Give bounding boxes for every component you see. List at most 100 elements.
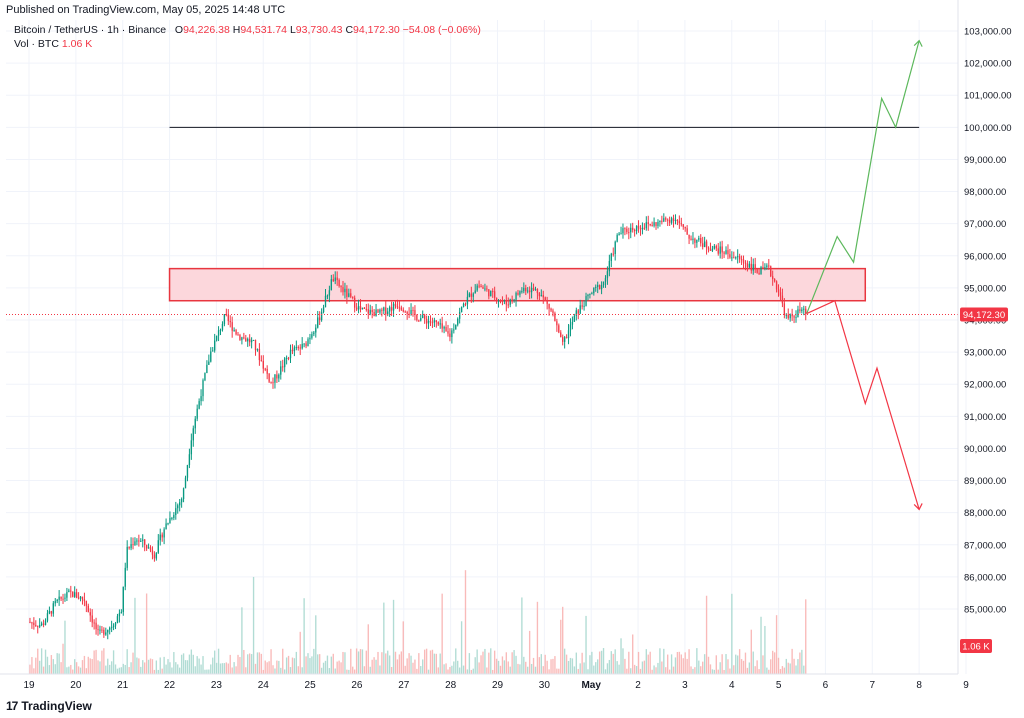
volume-bars [29, 570, 807, 674]
candle-body [60, 596, 62, 599]
volume-bar [676, 651, 679, 674]
symbol-legend[interactable]: Bitcoin / TetherUS · 1h · Binance O94,22… [14, 24, 481, 36]
candle-body [404, 311, 406, 313]
volume-bar [124, 664, 126, 674]
volume-bar [462, 665, 465, 674]
volume-bar [72, 669, 74, 674]
volume-bar [416, 668, 418, 674]
price-tick-label: 101,000.00 [964, 91, 1012, 102]
volume-bar [54, 664, 56, 674]
volume-bar [670, 654, 673, 674]
symbol-title: Bitcoin / TetherUS · 1h · Binance [14, 24, 167, 36]
volume-bar [340, 662, 342, 674]
candle-body [227, 314, 229, 322]
volume-bar [641, 661, 644, 674]
volume-bar [266, 662, 268, 674]
candle-body [355, 307, 358, 310]
volume-bar [353, 669, 356, 674]
candle-body [431, 322, 434, 324]
volume-bar [593, 665, 595, 674]
volume-bar [610, 651, 612, 674]
candle-body [336, 277, 338, 281]
time-tick-label: 20 [70, 680, 82, 691]
bearish-projection-path [806, 299, 920, 510]
candle-body [678, 220, 681, 224]
volume-bar [674, 657, 677, 674]
chart-grid [6, 20, 967, 674]
volume-bar [173, 652, 175, 674]
candle-body [614, 241, 616, 254]
candle-body [385, 307, 387, 315]
volume-bar [262, 669, 264, 674]
candle-body [344, 288, 346, 293]
volume-bar [213, 650, 216, 674]
price-tick-label: 102,000.00 [964, 59, 1012, 70]
candle-body [204, 373, 206, 381]
volume-bar [99, 661, 101, 674]
candle-body [46, 613, 49, 621]
published-note: Published on TradingView.com, May 05, 20… [6, 4, 286, 16]
volume-bar [219, 663, 222, 674]
candle-body [635, 225, 638, 232]
candle-body [645, 222, 647, 229]
candle-body [270, 381, 272, 383]
volume-bar [781, 666, 784, 674]
volume-bar [163, 656, 165, 674]
volume-bar [126, 649, 128, 674]
volume-bar [177, 664, 179, 674]
volume-bar [620, 638, 622, 674]
volume-bar [703, 654, 706, 674]
volume-bar [711, 669, 714, 674]
candle-body [472, 293, 474, 297]
volume-bar [95, 649, 97, 674]
candle-body [756, 269, 758, 273]
volume-bar [719, 662, 721, 674]
volume-label: Vol · BTC [14, 38, 59, 50]
candle-body [515, 292, 517, 300]
volume-bar [105, 665, 107, 674]
candle-body [79, 596, 82, 599]
volume-bar [357, 651, 360, 674]
time-tick-label: 22 [164, 680, 176, 691]
candle-body [173, 514, 175, 518]
volume-legend[interactable]: Vol · BTC 1.06 K [14, 38, 92, 50]
time-tick-label: 29 [492, 680, 504, 691]
candle-body [548, 303, 550, 309]
candle-body [544, 297, 546, 301]
volume-bar [525, 661, 527, 674]
candle-body [120, 611, 123, 614]
candle-body [530, 287, 533, 293]
volume-bar [577, 668, 579, 674]
candle-body [451, 330, 453, 338]
volume-bar [110, 661, 113, 674]
candle-body [212, 350, 214, 352]
volume-bar [147, 659, 150, 674]
time-tick-label: 19 [23, 680, 35, 691]
volume-bar [600, 650, 603, 674]
volume-bar [79, 667, 82, 674]
volume-bar [688, 649, 690, 674]
candle-body [560, 332, 562, 338]
low-label: L [289, 24, 296, 36]
candle-body [470, 293, 473, 297]
candle-body [558, 325, 560, 333]
last-price-tag [960, 307, 1008, 322]
volume-bar [402, 621, 404, 674]
candle-body [460, 307, 463, 313]
volume-bar [754, 666, 756, 674]
volume-bar [729, 668, 731, 674]
candle-body [118, 613, 121, 617]
candle-body [563, 337, 566, 342]
volume-bar [280, 667, 282, 674]
volume-bar [151, 659, 154, 674]
tradingview-brand[interactable]: 17 TradingView [6, 699, 92, 713]
candle-body [709, 249, 712, 251]
volume-bar [161, 668, 163, 674]
candle-body [348, 293, 350, 297]
candle-body [437, 322, 439, 325]
volume-bar [458, 667, 461, 674]
candle-body [453, 329, 455, 331]
volume-bar [179, 667, 181, 674]
volume-bar [661, 661, 663, 674]
